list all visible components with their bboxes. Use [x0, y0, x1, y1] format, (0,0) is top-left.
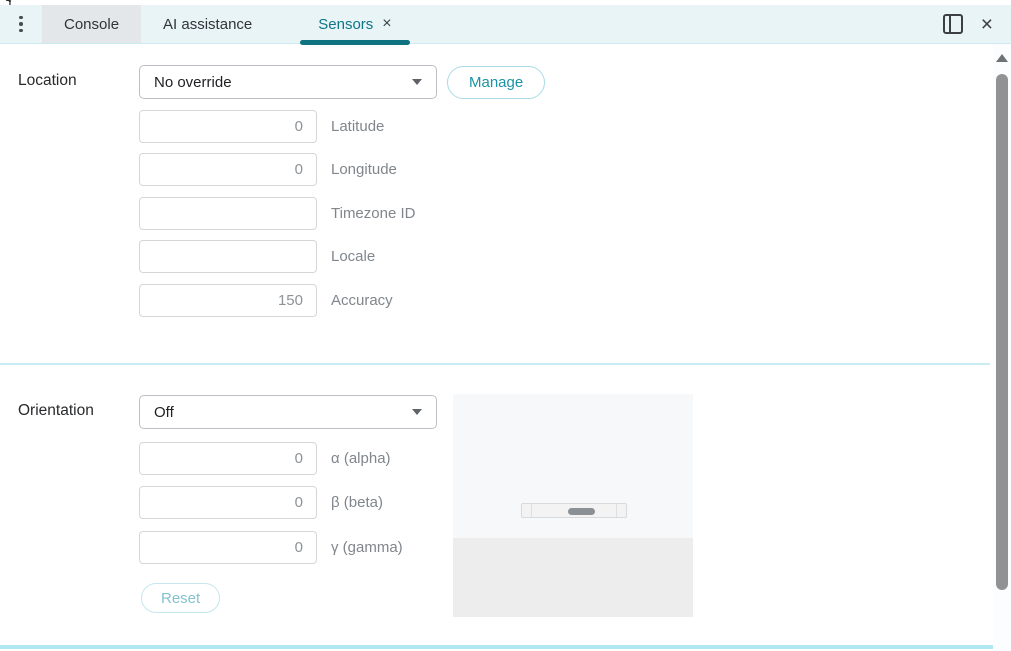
- locale-row: Locale: [139, 240, 375, 273]
- chevron-down-icon: [412, 79, 422, 85]
- scroll-up-arrow-icon[interactable]: [995, 50, 1009, 62]
- locale-label: Locale: [331, 248, 376, 265]
- locale-input[interactable]: [139, 240, 317, 273]
- longitude-label: Longitude: [331, 161, 397, 178]
- tab-console[interactable]: Console: [42, 5, 142, 43]
- gamma-input[interactable]: [139, 531, 317, 564]
- active-tab-underline: [300, 40, 410, 45]
- timezone-row: Timezone ID: [139, 197, 415, 230]
- close-panel-icon[interactable]: ×: [980, 12, 993, 36]
- select-value: No override: [154, 73, 232, 91]
- longitude-input[interactable]: [139, 153, 317, 186]
- device-camera-bar: [568, 507, 595, 515]
- chevron-down-icon: [412, 409, 422, 415]
- toolbar-right-actions: ×: [942, 5, 995, 43]
- close-tab-icon[interactable]: ×: [382, 15, 392, 32]
- accuracy-input[interactable]: [139, 284, 317, 317]
- longitude-row: Longitude: [139, 153, 397, 186]
- beta-label: β (beta): [331, 494, 383, 511]
- tab-strip: Console AI assistance Sensors ×: [42, 5, 414, 45]
- tab-ai-assistance[interactable]: AI assistance: [141, 5, 274, 43]
- accuracy-label: Accuracy: [331, 292, 393, 309]
- tab-sensors[interactable]: Sensors ×: [296, 5, 413, 45]
- dock-side-icon[interactable]: [942, 14, 963, 34]
- location-section-label: Location: [18, 72, 77, 89]
- latitude-input[interactable]: [139, 110, 317, 143]
- beta-input[interactable]: [139, 486, 317, 519]
- timezone-id-label: Timezone ID: [331, 205, 416, 222]
- drawer-toolbar: Console AI assistance Sensors × ×: [0, 5, 1011, 45]
- location-override-select[interactable]: No override: [139, 65, 437, 99]
- alpha-label: α (alpha): [331, 450, 391, 467]
- latitude-row: Latitude: [139, 110, 384, 143]
- device-model-flat: [521, 503, 627, 518]
- beta-row: β (beta): [139, 486, 383, 519]
- orientation-select[interactable]: Off: [139, 395, 437, 429]
- gamma-row: γ (gamma): [139, 531, 403, 564]
- alpha-input[interactable]: [139, 442, 317, 475]
- orientation-preview[interactable]: [453, 394, 693, 617]
- more-tools-menu-icon[interactable]: [19, 5, 23, 43]
- reset-button[interactable]: Reset: [141, 583, 221, 613]
- tab-label: Sensors: [318, 15, 374, 33]
- alpha-row: α (alpha): [139, 442, 391, 475]
- tab-label: AI assistance: [163, 15, 253, 33]
- tab-label: Console: [64, 15, 120, 33]
- bottom-divider: [0, 645, 1011, 649]
- manage-button[interactable]: Manage: [447, 66, 546, 99]
- vertical-scrollbar[interactable]: [993, 44, 1011, 651]
- scrollbar-thumb[interactable]: [996, 74, 1008, 590]
- gamma-label: γ (gamma): [331, 539, 403, 556]
- latitude-label: Latitude: [331, 118, 385, 135]
- select-value: Off: [154, 403, 174, 421]
- preview-ground-plane: [453, 538, 693, 617]
- timezone-id-input[interactable]: [139, 197, 317, 230]
- orientation-section-label: Orientation: [18, 402, 94, 419]
- accuracy-row: Accuracy: [139, 284, 393, 317]
- section-divider: [0, 363, 990, 365]
